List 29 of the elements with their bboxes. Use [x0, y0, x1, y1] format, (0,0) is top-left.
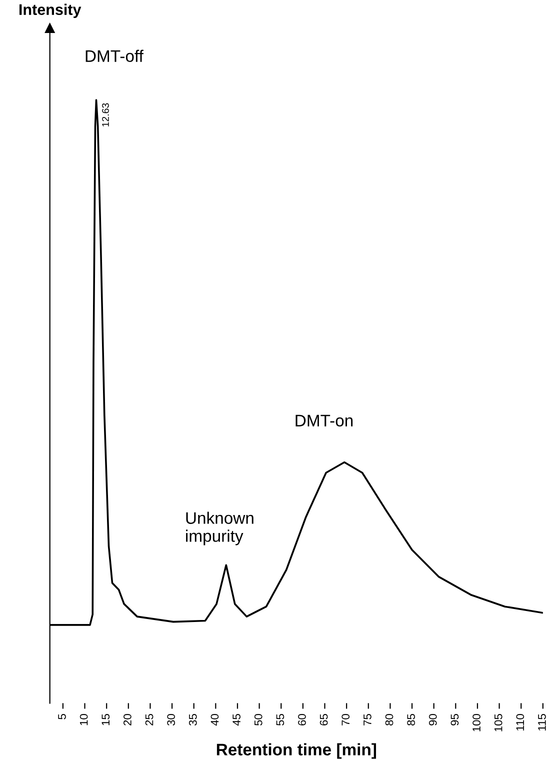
x-tick-label: 115 — [538, 714, 546, 730]
x-tick-label: 85 — [407, 714, 415, 726]
x-tick-label: 105 — [494, 714, 502, 732]
x-tick-label: 65 — [320, 714, 328, 726]
x-tick-label: 70 — [342, 714, 350, 726]
x-tick-label: 35 — [188, 714, 197, 726]
x-tick-label: 45 — [232, 714, 240, 726]
annotation: 12.63 — [102, 103, 109, 126]
x-tick-label: 80 — [385, 714, 394, 726]
x-tick-label: 55 — [276, 714, 284, 726]
x-tick-label: 90 — [428, 714, 437, 726]
x-tick-label: 110 — [516, 714, 524, 730]
text: DMT-off — [86, 50, 144, 62]
x-tick-label: 5 — [58, 714, 66, 720]
x-tick-label: 75 — [364, 714, 372, 726]
annotation: DMT-on — [296, 414, 353, 426]
x-tick-label: 30 — [167, 714, 176, 726]
x-tick-label: 10 — [80, 714, 88, 726]
x-tick-label: 95 — [450, 714, 459, 726]
x-tick-label: 15 — [102, 714, 110, 726]
x-tick-label: 100 — [472, 714, 480, 732]
x-tick-label: 40 — [210, 714, 219, 726]
x-tick-label: 20 — [124, 714, 132, 726]
x-tick-label: 60 — [298, 714, 306, 726]
x-tick-label: 25 — [145, 714, 154, 726]
x-tick-label: 50 — [254, 714, 262, 726]
text: Intensity — [19, 4, 82, 18]
annotation: Unknown impurity — [186, 512, 254, 546]
x-axis-title: Retention time [min] — [216, 743, 376, 759]
